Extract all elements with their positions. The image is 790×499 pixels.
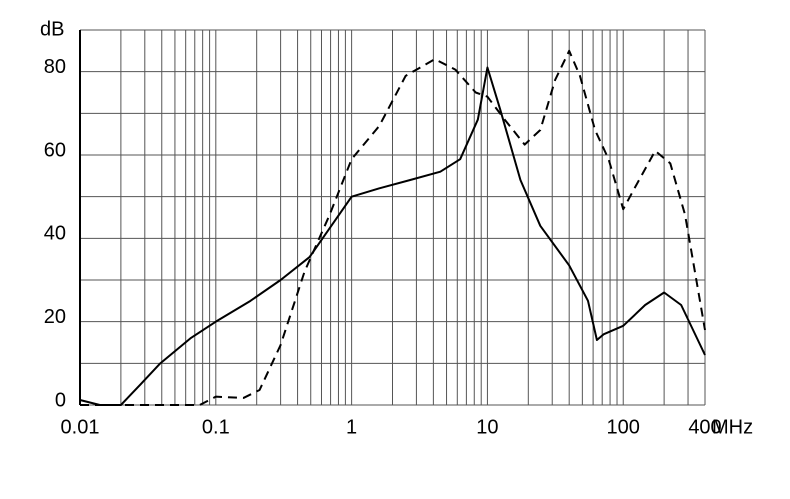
x-tick-label: 0.01: [61, 416, 100, 438]
y-tick-label: 80: [44, 56, 66, 78]
line-series: [80, 49, 706, 406]
x-tick-label: 1: [346, 416, 357, 438]
x-tick-label: 100: [607, 416, 640, 438]
y-tick-label: 20: [44, 306, 66, 328]
y-tick-label: 60: [44, 139, 66, 161]
x-tick-label: 10: [476, 416, 498, 438]
line-series: [79, 66, 706, 406]
y-tick-label: 0: [55, 389, 66, 411]
x-tick-label: 0.1: [202, 416, 230, 438]
y-tick-label: 40: [44, 223, 66, 245]
y-axis-label: dB: [40, 18, 64, 40]
x-axis-label: MHz: [712, 416, 753, 438]
x-tick-label: 400: [688, 416, 721, 438]
